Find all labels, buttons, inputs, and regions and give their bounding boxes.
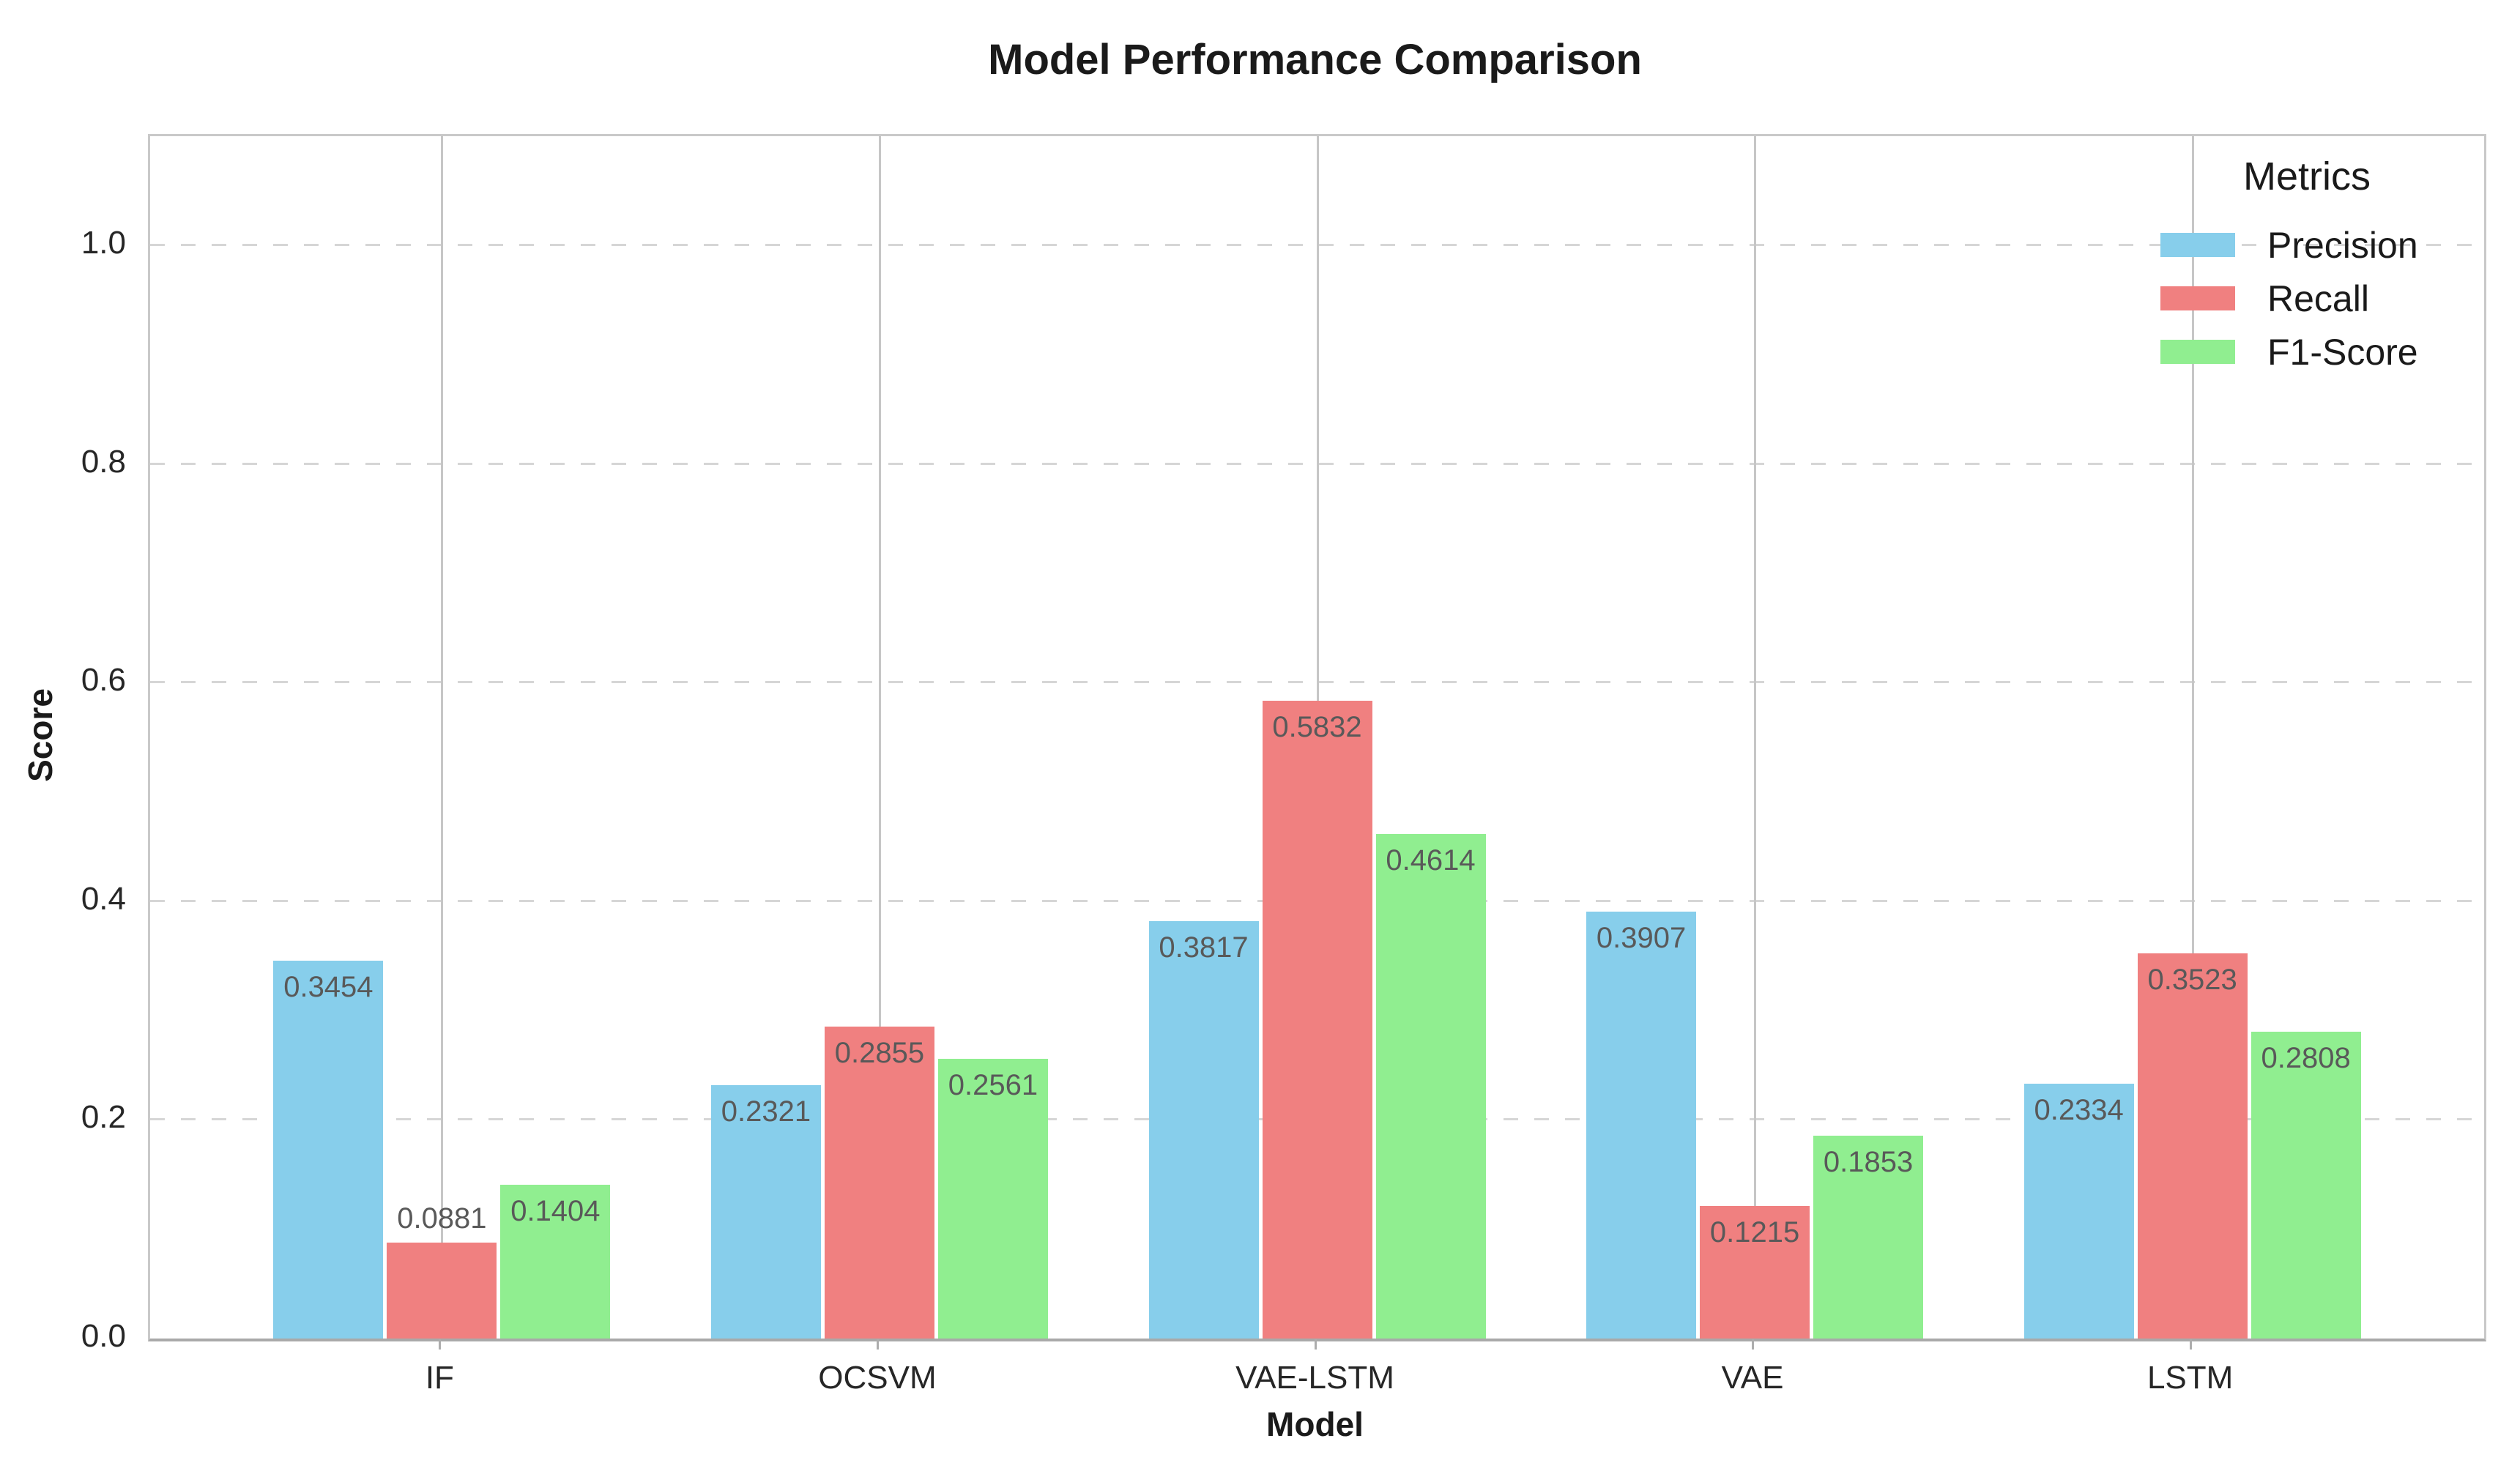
x-tick-mark	[439, 1339, 442, 1350]
bar-recall-if: 0.0881	[387, 1202, 497, 1339]
y-tick-label: 0.2	[81, 1099, 126, 1136]
bar-value-label: 0.1215	[1709, 1216, 1800, 1248]
chart-title: Model Performance Comparison	[988, 36, 1642, 83]
x-tick-strip: IF OCSVM VAE-LSTM VAE LSTM	[148, 1339, 2482, 1420]
legend-row-recall: Recall	[2160, 272, 2453, 325]
bar-group-vae: 0.3907 0.1215 0.1853	[1536, 136, 1974, 1339]
x-tick-label-if: IF	[425, 1360, 454, 1396]
plot-area: Metrics Precision Recall F1-Score 0.3454 0.…	[148, 134, 2486, 1341]
bar-recall-vae-lstm: 0.5832	[1262, 701, 1372, 1339]
vertical-gridline	[1754, 136, 1757, 1339]
x-axis-label: Model	[1266, 1405, 1364, 1443]
bar-f1-score-vae: 0.1853	[1813, 1136, 1924, 1339]
y-tick-label: 0.6	[81, 662, 126, 699]
x-tick-label-lstm: LSTM	[2147, 1360, 2234, 1396]
y-tick-label: 0.4	[81, 880, 126, 917]
bar-value-label: 0.4614	[1386, 844, 1476, 877]
bar-value-label: 0.3454	[283, 971, 373, 1004]
x-tick-label-ocsvm: OCSVM	[818, 1360, 937, 1396]
bar-group-if: 0.3454 0.0881 0.1404	[223, 136, 661, 1339]
x-tick-mark	[1752, 1339, 1755, 1350]
bar-f1-score-lstm: 0.2808	[2250, 1031, 2361, 1339]
bar-precision-vae-lstm: 0.3817	[1148, 921, 1259, 1339]
x-tick-mark	[1314, 1339, 1317, 1350]
x-tick-label-vae: VAE	[1721, 1360, 1784, 1396]
bar-value-label: 0.3523	[2147, 964, 2237, 997]
bar-recall-vae: 0.1215	[1700, 1205, 1810, 1339]
x-tick-mark	[876, 1339, 879, 1350]
bar-value-label: 0.3907	[1596, 921, 1687, 954]
bar-precision-ocsvm: 0.2321	[710, 1084, 821, 1339]
bar-precision-vae: 0.3907	[1586, 911, 1697, 1339]
bar-group-vae-lstm: 0.3817 0.5832 0.4614	[1099, 136, 1536, 1339]
y-tick-strip: 0.0 0.2 0.4 0.6 0.8 1.0	[0, 134, 126, 1354]
x-tick-mark	[2189, 1339, 2192, 1350]
y-tick-label: 1.0	[81, 225, 126, 261]
legend-swatch-icon	[2160, 233, 2235, 257]
bar-value-label: 0.1404	[510, 1195, 601, 1228]
bar-group-lstm: 0.2334 0.3523 0.2808	[1974, 136, 2412, 1339]
legend-label: Precision	[2267, 224, 2418, 266]
bar-value-label: 0.2321	[721, 1095, 811, 1128]
bar-f1-score-ocsvm: 0.2561	[937, 1058, 1048, 1339]
legend-label: F1-Score	[2267, 331, 2418, 373]
bar-f1-score-vae-lstm: 0.4614	[1375, 834, 1486, 1339]
bar-value-label: 0.2334	[2034, 1093, 2124, 1126]
bar-f1-score-if: 0.1404	[500, 1185, 611, 1339]
bar-group-ocsvm: 0.2321 0.2855 0.2561	[661, 136, 1099, 1339]
bar-value-label: 0.2561	[948, 1068, 1038, 1101]
bar-recall-ocsvm: 0.2855	[824, 1026, 934, 1339]
legend-row-f1-score: F1-Score	[2160, 325, 2453, 379]
bar-value-label: 0.2808	[2261, 1041, 2351, 1074]
vertical-gridline	[2191, 136, 2194, 1339]
bar-value-label: 0.1853	[1823, 1146, 1914, 1179]
legend-row-precision: Precision	[2160, 218, 2453, 272]
bar-value-label: 0.3817	[1159, 931, 1249, 964]
legend-label: Recall	[2267, 278, 2369, 319]
legend-swatch-icon	[2160, 286, 2235, 310]
bar-value-label: 0.2855	[834, 1036, 925, 1069]
y-tick-label: 0.0	[81, 1318, 126, 1354]
bar-value-label: 0.0881	[397, 1202, 487, 1235]
y-tick-label: 0.8	[81, 443, 126, 480]
vertical-gridline	[441, 136, 444, 1339]
bar-recall-lstm: 0.3523	[2137, 953, 2248, 1339]
bar-precision-if: 0.3454	[273, 961, 384, 1339]
legend-title: Metrics	[2243, 155, 2371, 198]
vertical-gridline	[878, 136, 881, 1339]
bar-precision-lstm: 0.2334	[2023, 1083, 2134, 1339]
x-tick-label-vae-lstm: VAE-LSTM	[1235, 1360, 1394, 1396]
legend-entries: Precision Recall F1-Score	[2160, 218, 2453, 379]
legend-swatch-icon	[2160, 340, 2235, 364]
bar-value-label: 0.5832	[1272, 711, 1362, 744]
legend: Metrics Precision Recall F1-Score	[2160, 154, 2453, 379]
